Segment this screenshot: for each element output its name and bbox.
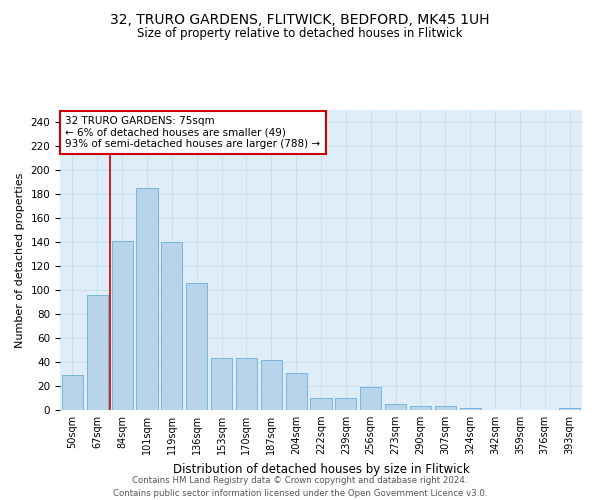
Text: Contains HM Land Registry data © Crown copyright and database right 2024.
Contai: Contains HM Land Registry data © Crown c… — [113, 476, 487, 498]
Bar — [186, 283, 207, 410]
Bar — [410, 406, 431, 410]
Bar — [559, 408, 580, 410]
Bar — [112, 241, 133, 410]
Bar — [335, 398, 356, 410]
Bar — [460, 408, 481, 410]
Y-axis label: Number of detached properties: Number of detached properties — [15, 172, 25, 348]
Bar — [385, 404, 406, 410]
Text: 32, TRURO GARDENS, FLITWICK, BEDFORD, MK45 1UH: 32, TRURO GARDENS, FLITWICK, BEDFORD, MK… — [110, 12, 490, 26]
Bar — [261, 360, 282, 410]
Bar — [136, 188, 158, 410]
Bar — [435, 406, 456, 410]
Text: 32 TRURO GARDENS: 75sqm
← 6% of detached houses are smaller (49)
93% of semi-det: 32 TRURO GARDENS: 75sqm ← 6% of detached… — [65, 116, 320, 149]
Bar — [310, 398, 332, 410]
Bar — [62, 375, 83, 410]
Text: Size of property relative to detached houses in Flitwick: Size of property relative to detached ho… — [137, 28, 463, 40]
Bar — [161, 242, 182, 410]
Bar — [236, 358, 257, 410]
Bar — [286, 373, 307, 410]
X-axis label: Distribution of detached houses by size in Flitwick: Distribution of detached houses by size … — [173, 462, 469, 475]
Bar — [360, 387, 381, 410]
Bar — [211, 358, 232, 410]
Bar — [87, 295, 108, 410]
